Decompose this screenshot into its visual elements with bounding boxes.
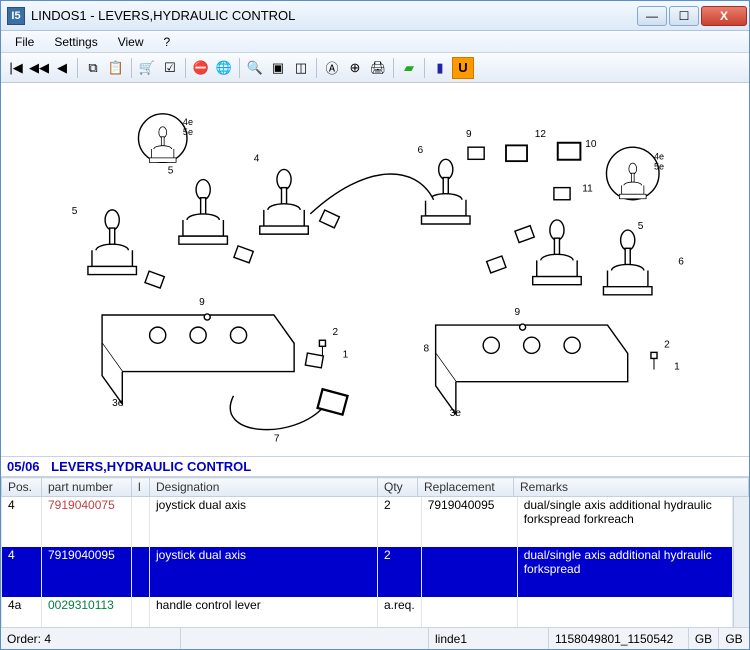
flag-blue-button[interactable]: ▮ (429, 57, 451, 79)
section-title: LEVERS,HYDRAULIC CONTROL (51, 459, 251, 474)
table-header-row: Pos.part numberlDesignationQtyReplacemen… (2, 478, 749, 497)
section-number: 05/06 (7, 459, 40, 474)
statusbar: Order: 4 linde1 1158049801_1150542 GB GB (1, 627, 749, 649)
svg-text:1: 1 (343, 349, 349, 360)
menu-settings[interactable]: Settings (44, 33, 107, 51)
section-header: 05/06 LEVERS,HYDRAULIC CONTROL (1, 457, 749, 477)
svg-text:1: 1 (674, 362, 680, 373)
svg-text:9: 9 (199, 297, 205, 308)
svg-text:5: 5 (168, 165, 174, 176)
svg-text:5e: 5e (183, 127, 193, 137)
svg-text:12: 12 (535, 129, 547, 140)
svg-text:7: 7 (274, 433, 280, 444)
menu-view[interactable]: View (108, 33, 154, 51)
prev-button[interactable]: ◀ (51, 57, 73, 79)
copy-button[interactable]: ⧉ (82, 57, 104, 79)
svg-text:6: 6 (678, 256, 684, 267)
col-remarks[interactable]: Remarks (514, 478, 749, 497)
col-qty[interactable]: Qty (378, 478, 418, 497)
menu-help[interactable]: ? (154, 33, 181, 51)
col-l[interactable]: l (132, 478, 150, 497)
frame-button[interactable]: ▣ (267, 57, 289, 79)
select-button[interactable]: ◫ (290, 57, 312, 79)
status-spacer (181, 628, 429, 649)
table-row[interactable]: 47919040075joystick dual axis27919040095… (2, 497, 733, 547)
find-button[interactable]: Ⓐ (321, 57, 343, 79)
col-designation[interactable]: Designation (150, 478, 378, 497)
svg-text:3e: 3e (112, 398, 124, 409)
maximize-button[interactable]: ☐ (669, 6, 699, 26)
col-replacement[interactable]: Replacement (418, 478, 514, 497)
table-row[interactable]: 4a0029310113handle control levera.req. (2, 597, 733, 627)
window-title: LINDOS1 - LEVERS,HYDRAULIC CONTROL (31, 8, 637, 23)
svg-text:5: 5 (638, 221, 644, 232)
parts-table: Pos.part numberlDesignationQtyReplacemen… (1, 477, 749, 627)
titlebar: I5 LINDOS1 - LEVERS,HYDRAULIC CONTROL — … (1, 1, 749, 31)
prev-fast-button[interactable]: ◀◀ (28, 57, 50, 79)
status-lang1: GB (689, 628, 719, 649)
flag-green-button[interactable]: ▰ (398, 57, 420, 79)
menu-file[interactable]: File (5, 33, 44, 51)
svg-text:5e: 5e (654, 161, 664, 171)
app-window: I5 LINDOS1 - LEVERS,HYDRAULIC CONTROL — … (0, 0, 750, 650)
status-order: Order: 4 (1, 628, 181, 649)
menubar: FileSettingsView? (1, 31, 749, 53)
svg-text:6: 6 (417, 145, 423, 156)
linkoff-button[interactable]: ⛔ (190, 57, 212, 79)
minimize-button[interactable]: — (637, 6, 667, 26)
zoom-fit-button[interactable]: ⊕ (344, 57, 366, 79)
app-icon: I5 (7, 7, 25, 25)
table-scrollbar[interactable] (733, 497, 749, 627)
table-row[interactable]: 47919040095joystick dual axis2dual/singl… (2, 547, 733, 597)
print-button[interactable]: 🖨 (367, 57, 389, 79)
status-doc: 1158049801_1150542 (549, 628, 689, 649)
close-button[interactable]: X (701, 6, 747, 26)
first-button[interactable]: |◀ (5, 57, 27, 79)
svg-text:10: 10 (585, 139, 597, 150)
diagram-view[interactable]: 4e 5e 5 5 4 6 5 6 4e 5e (1, 83, 749, 457)
toolbar: |◀◀◀◀⧉📋🛒☑⛔🌐🔍▣◫Ⓐ⊕🖨▰▮U (1, 53, 749, 83)
paste-button[interactable]: 📋 (105, 57, 127, 79)
cart-button[interactable]: 🛒 (136, 57, 158, 79)
svg-text:2: 2 (333, 327, 339, 338)
u-mark-button[interactable]: U (452, 57, 474, 79)
status-lang2: GB (719, 628, 749, 649)
svg-text:4: 4 (254, 153, 260, 164)
zoom-in-button[interactable]: 🔍 (244, 57, 266, 79)
svg-text:4e: 4e (183, 117, 193, 127)
globe-button[interactable]: 🌐 (213, 57, 235, 79)
svg-text:4e: 4e (654, 151, 664, 161)
svg-text:2: 2 (664, 339, 670, 350)
svg-text:9: 9 (514, 307, 520, 318)
svg-text:11: 11 (582, 184, 593, 195)
svg-text:8: 8 (424, 343, 430, 354)
svg-text:9: 9 (466, 129, 472, 140)
col-pos[interactable]: Pos. (2, 478, 42, 497)
svg-text:3e: 3e (450, 408, 462, 419)
checklist-button[interactable]: ☑ (159, 57, 181, 79)
status-user: linde1 (429, 628, 549, 649)
col-partnumber[interactable]: part number (42, 478, 132, 497)
svg-text:5: 5 (72, 206, 78, 217)
